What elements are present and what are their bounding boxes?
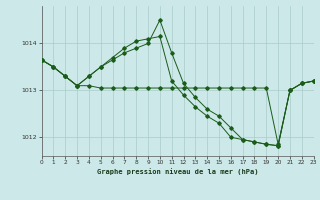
X-axis label: Graphe pression niveau de la mer (hPa): Graphe pression niveau de la mer (hPa)	[97, 168, 258, 175]
